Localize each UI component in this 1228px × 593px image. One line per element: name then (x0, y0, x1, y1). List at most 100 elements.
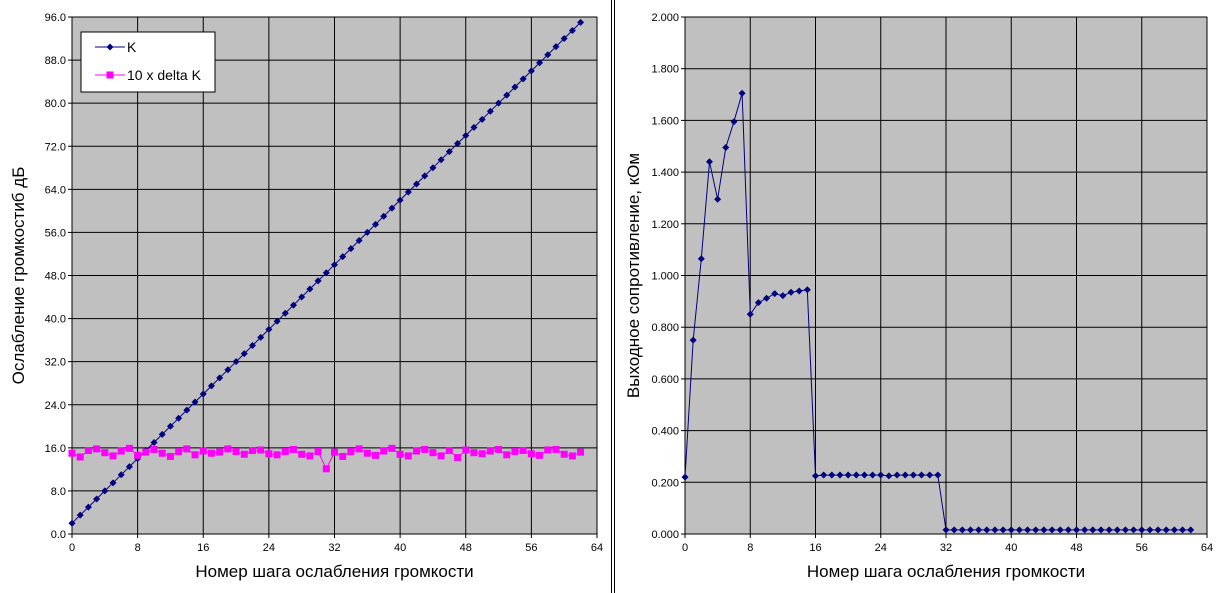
data-point-square (150, 445, 158, 453)
data-point-diamond (125, 463, 133, 471)
data-point-square (347, 448, 355, 456)
y-tick-label: 0.800 (651, 322, 679, 334)
data-point-square (511, 448, 519, 456)
x-tick-label: 16 (197, 542, 209, 554)
data-point-diamond (1007, 526, 1015, 534)
data-point-diamond (495, 99, 503, 107)
data-point-diamond (1130, 526, 1138, 534)
data-point-square (224, 445, 232, 453)
data-point-diamond (771, 290, 779, 298)
x-axis-title: Номер шага ослабления громкости (195, 562, 473, 581)
data-point-square (134, 451, 142, 459)
data-point-diamond (257, 333, 265, 341)
data-point-diamond (363, 228, 371, 236)
x-axis-title: Номер шага ослабления громкости (807, 562, 1085, 581)
data-point-diamond (445, 148, 453, 156)
data-point-square (298, 450, 306, 458)
x-tick-label: 56 (525, 542, 537, 554)
data-point-square (462, 446, 470, 454)
data-point-diamond (486, 107, 494, 115)
data-point-diamond (380, 212, 388, 220)
data-point-square (429, 449, 437, 457)
data-point-diamond (166, 422, 174, 430)
data-point-diamond (860, 471, 868, 479)
data-point-square (76, 453, 84, 461)
data-point-diamond (511, 83, 519, 91)
data-point-square (109, 452, 117, 460)
data-point-diamond (803, 286, 811, 294)
data-point-square (232, 448, 240, 456)
data-point-diamond (1146, 526, 1154, 534)
y-tick-label: 1.400 (651, 167, 679, 179)
data-point-square (372, 451, 380, 459)
data-point-diamond (93, 495, 101, 503)
data-point-diamond (1073, 526, 1080, 534)
data-point-square (248, 447, 256, 455)
data-point-diamond (462, 131, 470, 139)
x-tick-label: 32 (328, 542, 340, 554)
y-tick-label: 16.0 (45, 443, 66, 455)
y-tick-label: 1.000 (651, 271, 679, 283)
data-point-diamond (958, 526, 966, 534)
data-point-diamond (714, 195, 722, 203)
legend-box (80, 31, 216, 93)
attenuation-chart: 0.08.016.024.032.040.048.056.064.072.080… (9, 12, 603, 581)
data-point-diamond (983, 526, 991, 534)
data-point-diamond (527, 67, 535, 75)
data-point-diamond (240, 350, 248, 358)
data-point-diamond (577, 18, 585, 26)
data-point-diamond (388, 204, 396, 212)
data-point-diamond (175, 414, 183, 422)
attenuation-chart-panel: 0.0 8.0 16.0 24.0 32.0 40.0 48.0 56.0 64.0 72.0 80… (0, 0, 612, 593)
y-tick-label: 56.0 (45, 227, 66, 239)
x-tick-label: 32 (940, 542, 952, 554)
data-point-diamond (544, 51, 552, 59)
data-point-square (183, 445, 191, 453)
data-point-square (544, 446, 552, 454)
data-point-square (306, 452, 314, 460)
data-point-square (175, 448, 183, 456)
data-point-diamond (109, 479, 117, 487)
data-point-square (166, 452, 174, 460)
data-point-square (413, 447, 421, 455)
data-point-square (257, 446, 265, 454)
data-point-diamond (1138, 526, 1146, 534)
data-point-diamond (68, 519, 76, 527)
data-point-diamond (84, 503, 92, 511)
x-tick-label: 8 (135, 542, 141, 554)
data-point-square (560, 450, 568, 458)
data-point-diamond (812, 472, 819, 480)
data-point-diamond (966, 526, 974, 534)
data-point-diamond (1089, 526, 1097, 534)
data-point-square (503, 451, 511, 459)
x-tick-label: 24 (263, 542, 275, 554)
data-point-square (314, 448, 322, 456)
data-point-diamond (76, 511, 84, 519)
data-point-diamond (207, 382, 215, 390)
y-tick-label: 64.0 (45, 184, 66, 196)
data-point-diamond (429, 164, 437, 172)
data-point-diamond (885, 472, 893, 480)
data-point-diamond (795, 287, 803, 295)
data-point-square (355, 445, 363, 453)
y-tick-label: 32.0 (45, 357, 66, 369)
data-point-diamond (763, 294, 771, 302)
legend-marker-square (106, 71, 114, 79)
data-point-square (404, 452, 412, 460)
data-point-diamond (404, 188, 412, 196)
output-resistance-chart-panel: 0.000 0.200 0.400 0.600 0.800 1.000 1.200 1.400… (614, 0, 1228, 593)
data-point-diamond (1179, 526, 1187, 534)
data-point-diamond (339, 253, 347, 261)
data-point-diamond (1032, 526, 1040, 534)
data-point-square (265, 450, 273, 458)
x-tick-label: 48 (460, 542, 472, 554)
data-point-diamond (503, 91, 511, 99)
data-point-square (454, 454, 462, 462)
data-point-diamond (331, 261, 338, 269)
x-tick-label: 16 (809, 542, 821, 554)
data-point-diamond (372, 220, 380, 228)
data-point-diamond (934, 471, 942, 479)
data-point-diamond (191, 398, 199, 406)
data-point-diamond (1015, 526, 1023, 534)
y-tick-label: 48.0 (45, 271, 66, 283)
